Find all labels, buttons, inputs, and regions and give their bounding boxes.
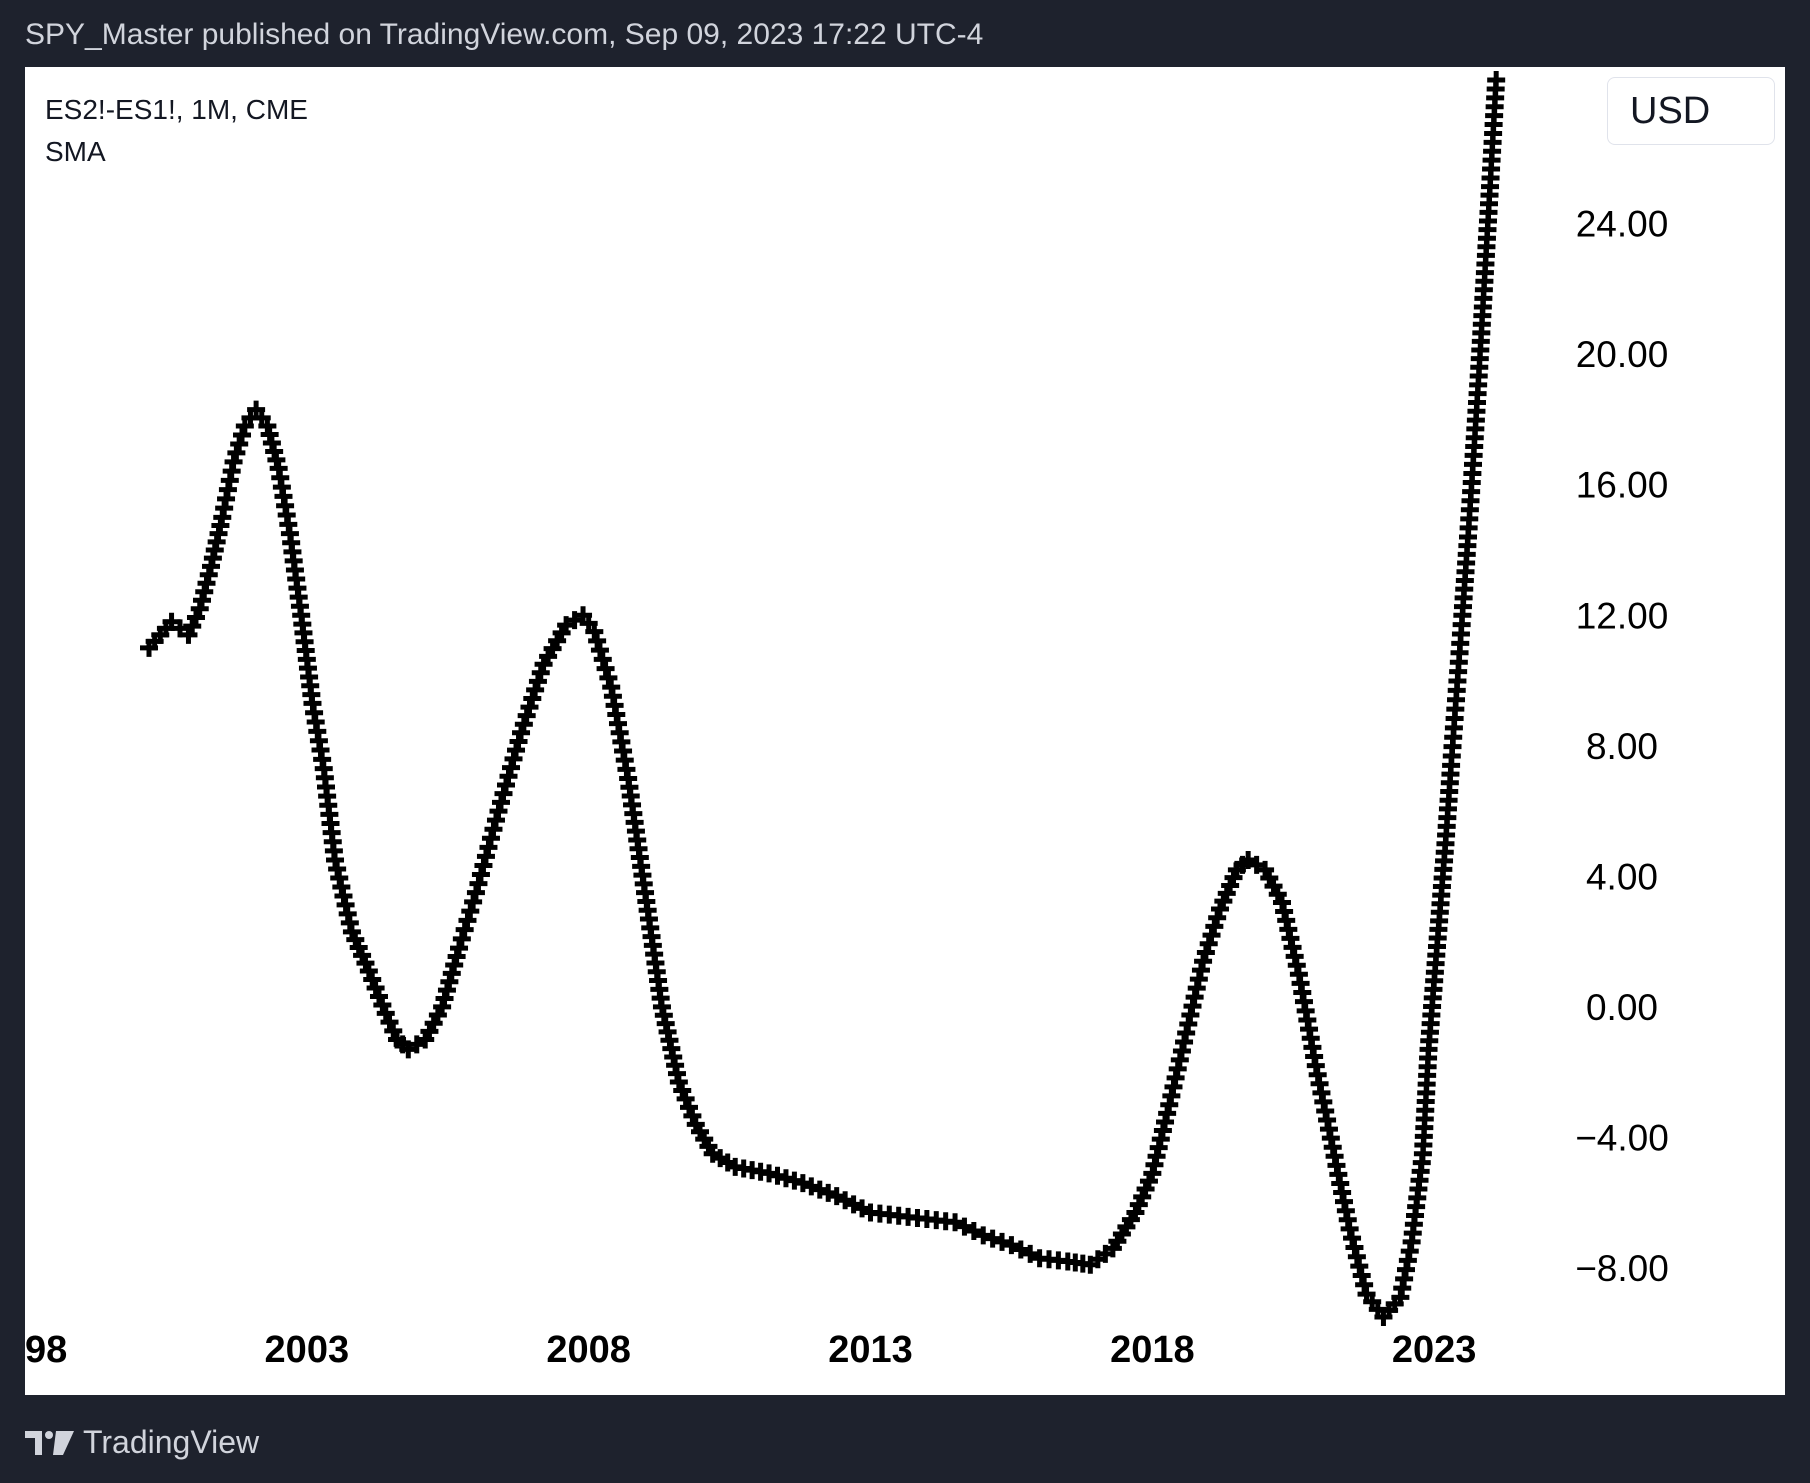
- data-point: [974, 1226, 993, 1245]
- data-point: [1002, 1236, 1021, 1255]
- data-point: [517, 706, 536, 725]
- y-tick-label: −4.00: [1575, 1117, 1669, 1158]
- data-point: [489, 802, 508, 821]
- data-point: [1208, 908, 1227, 927]
- data-point: [494, 784, 513, 803]
- data-point: [499, 767, 518, 786]
- y-axis-ticks: 24.00 20.00 16.00 12.00 8.00 4.00 0.00 −4.00 −8.…: [1575, 204, 1669, 1289]
- data-point: [520, 698, 539, 717]
- data-point: [1194, 952, 1213, 971]
- x-tick-label: 2003: [265, 1329, 350, 1371]
- data-point: [450, 939, 469, 958]
- x-tick-label: 2018: [1110, 1329, 1195, 1371]
- data-point: [523, 689, 542, 708]
- data-point: [1196, 943, 1215, 962]
- data-point: [528, 672, 547, 691]
- data-point: [452, 929, 471, 948]
- data-point: [1011, 1240, 1030, 1259]
- data-point: [1487, 71, 1506, 90]
- data-point: [224, 452, 243, 471]
- data-point: [588, 631, 607, 650]
- y-tick-label: 24.00: [1576, 204, 1669, 245]
- chart-svg[interactable]: 1998 2003 2008 2013 2018 2023 24.00 20.00 16.00…: [25, 67, 1785, 1395]
- data-point: [531, 663, 550, 682]
- data-point: [955, 1217, 974, 1236]
- data-points: [140, 71, 1506, 1326]
- data-point: [469, 874, 488, 893]
- tradingview-logo-icon[interactable]: [25, 1428, 75, 1458]
- data-point: [455, 920, 474, 939]
- data-point: [496, 775, 515, 794]
- indicator-label[interactable]: SMA: [45, 136, 106, 167]
- data-point: [946, 1213, 965, 1232]
- y-tick-label: 0.00: [1586, 987, 1658, 1028]
- y-tick-label: 8.00: [1586, 726, 1658, 767]
- data-point: [514, 715, 533, 734]
- data-point: [585, 622, 604, 641]
- data-point: [481, 829, 500, 848]
- data-point: [458, 911, 477, 930]
- x-axis-ticks: 1998 2003 2008 2013 2018 2023: [25, 1329, 1476, 1371]
- data-point: [599, 668, 618, 687]
- data-point: [486, 811, 505, 830]
- data-point: [993, 1232, 1012, 1251]
- data-point: [233, 425, 252, 444]
- data-point: [512, 723, 531, 742]
- x-tick-label: 2013: [828, 1329, 913, 1371]
- y-tick-label: 4.00: [1586, 856, 1658, 897]
- y-tick-label: 16.00: [1576, 465, 1669, 506]
- data-point: [1202, 926, 1221, 945]
- chart-legend: ES2!-ES1!, 1M, CME SMA: [45, 89, 308, 173]
- data-point: [466, 883, 485, 902]
- data-point: [227, 443, 246, 462]
- data-point: [507, 741, 526, 760]
- data-point: [526, 680, 545, 699]
- chart-panel[interactable]: 1998 2003 2008 2013 2018 2023 24.00 20.00 16.00…: [25, 67, 1785, 1395]
- y-tick-label: −8.00: [1575, 1248, 1669, 1289]
- data-point: [1199, 934, 1218, 953]
- data-point: [593, 650, 612, 669]
- data-point: [504, 749, 523, 768]
- data-point: [476, 847, 495, 866]
- publish-attribution: SPY_Master published on TradingView.com,…: [25, 18, 984, 51]
- data-point: [502, 758, 521, 777]
- data-point: [596, 659, 615, 678]
- footer: TradingView: [25, 1424, 259, 1461]
- symbol-label[interactable]: ES2!-ES1!, 1M, CME: [45, 94, 308, 125]
- data-point: [479, 838, 498, 857]
- currency-button[interactable]: USD: [1607, 77, 1775, 145]
- data-point: [491, 793, 510, 812]
- y-tick-label: 20.00: [1576, 334, 1669, 375]
- data-point: [484, 820, 503, 839]
- data-point: [471, 865, 490, 884]
- data-point: [590, 641, 609, 660]
- data-point: [964, 1222, 983, 1240]
- data-point: [983, 1229, 1002, 1248]
- data-point: [509, 732, 528, 751]
- data-point: [464, 892, 483, 911]
- y-tick-label: 12.00: [1576, 595, 1669, 636]
- brand-name[interactable]: TradingView: [83, 1424, 260, 1460]
- x-tick-label: 1998: [25, 1329, 67, 1371]
- data-point: [1205, 917, 1224, 936]
- data-point: [1021, 1244, 1040, 1263]
- data-point: [474, 856, 493, 875]
- x-tick-label: 2023: [1392, 1329, 1477, 1371]
- data-point: [230, 434, 249, 453]
- x-tick-label: 2008: [546, 1329, 631, 1371]
- data-point: [461, 902, 480, 921]
